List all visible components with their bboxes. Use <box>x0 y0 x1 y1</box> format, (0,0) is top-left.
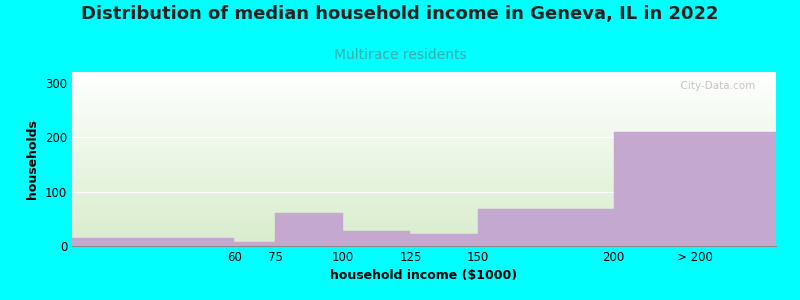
Bar <box>275 213 342 246</box>
Text: City-Data.com: City-Data.com <box>674 81 755 91</box>
Bar <box>72 238 234 246</box>
X-axis label: household income ($1000): household income ($1000) <box>330 269 518 282</box>
Bar <box>234 242 275 246</box>
Bar <box>410 234 478 246</box>
Y-axis label: households: households <box>26 119 39 199</box>
Text: Distribution of median household income in Geneva, IL in 2022: Distribution of median household income … <box>82 4 718 22</box>
Text: Multirace residents: Multirace residents <box>334 48 466 62</box>
Bar <box>342 231 410 246</box>
Bar <box>478 209 614 246</box>
Bar <box>614 132 776 246</box>
